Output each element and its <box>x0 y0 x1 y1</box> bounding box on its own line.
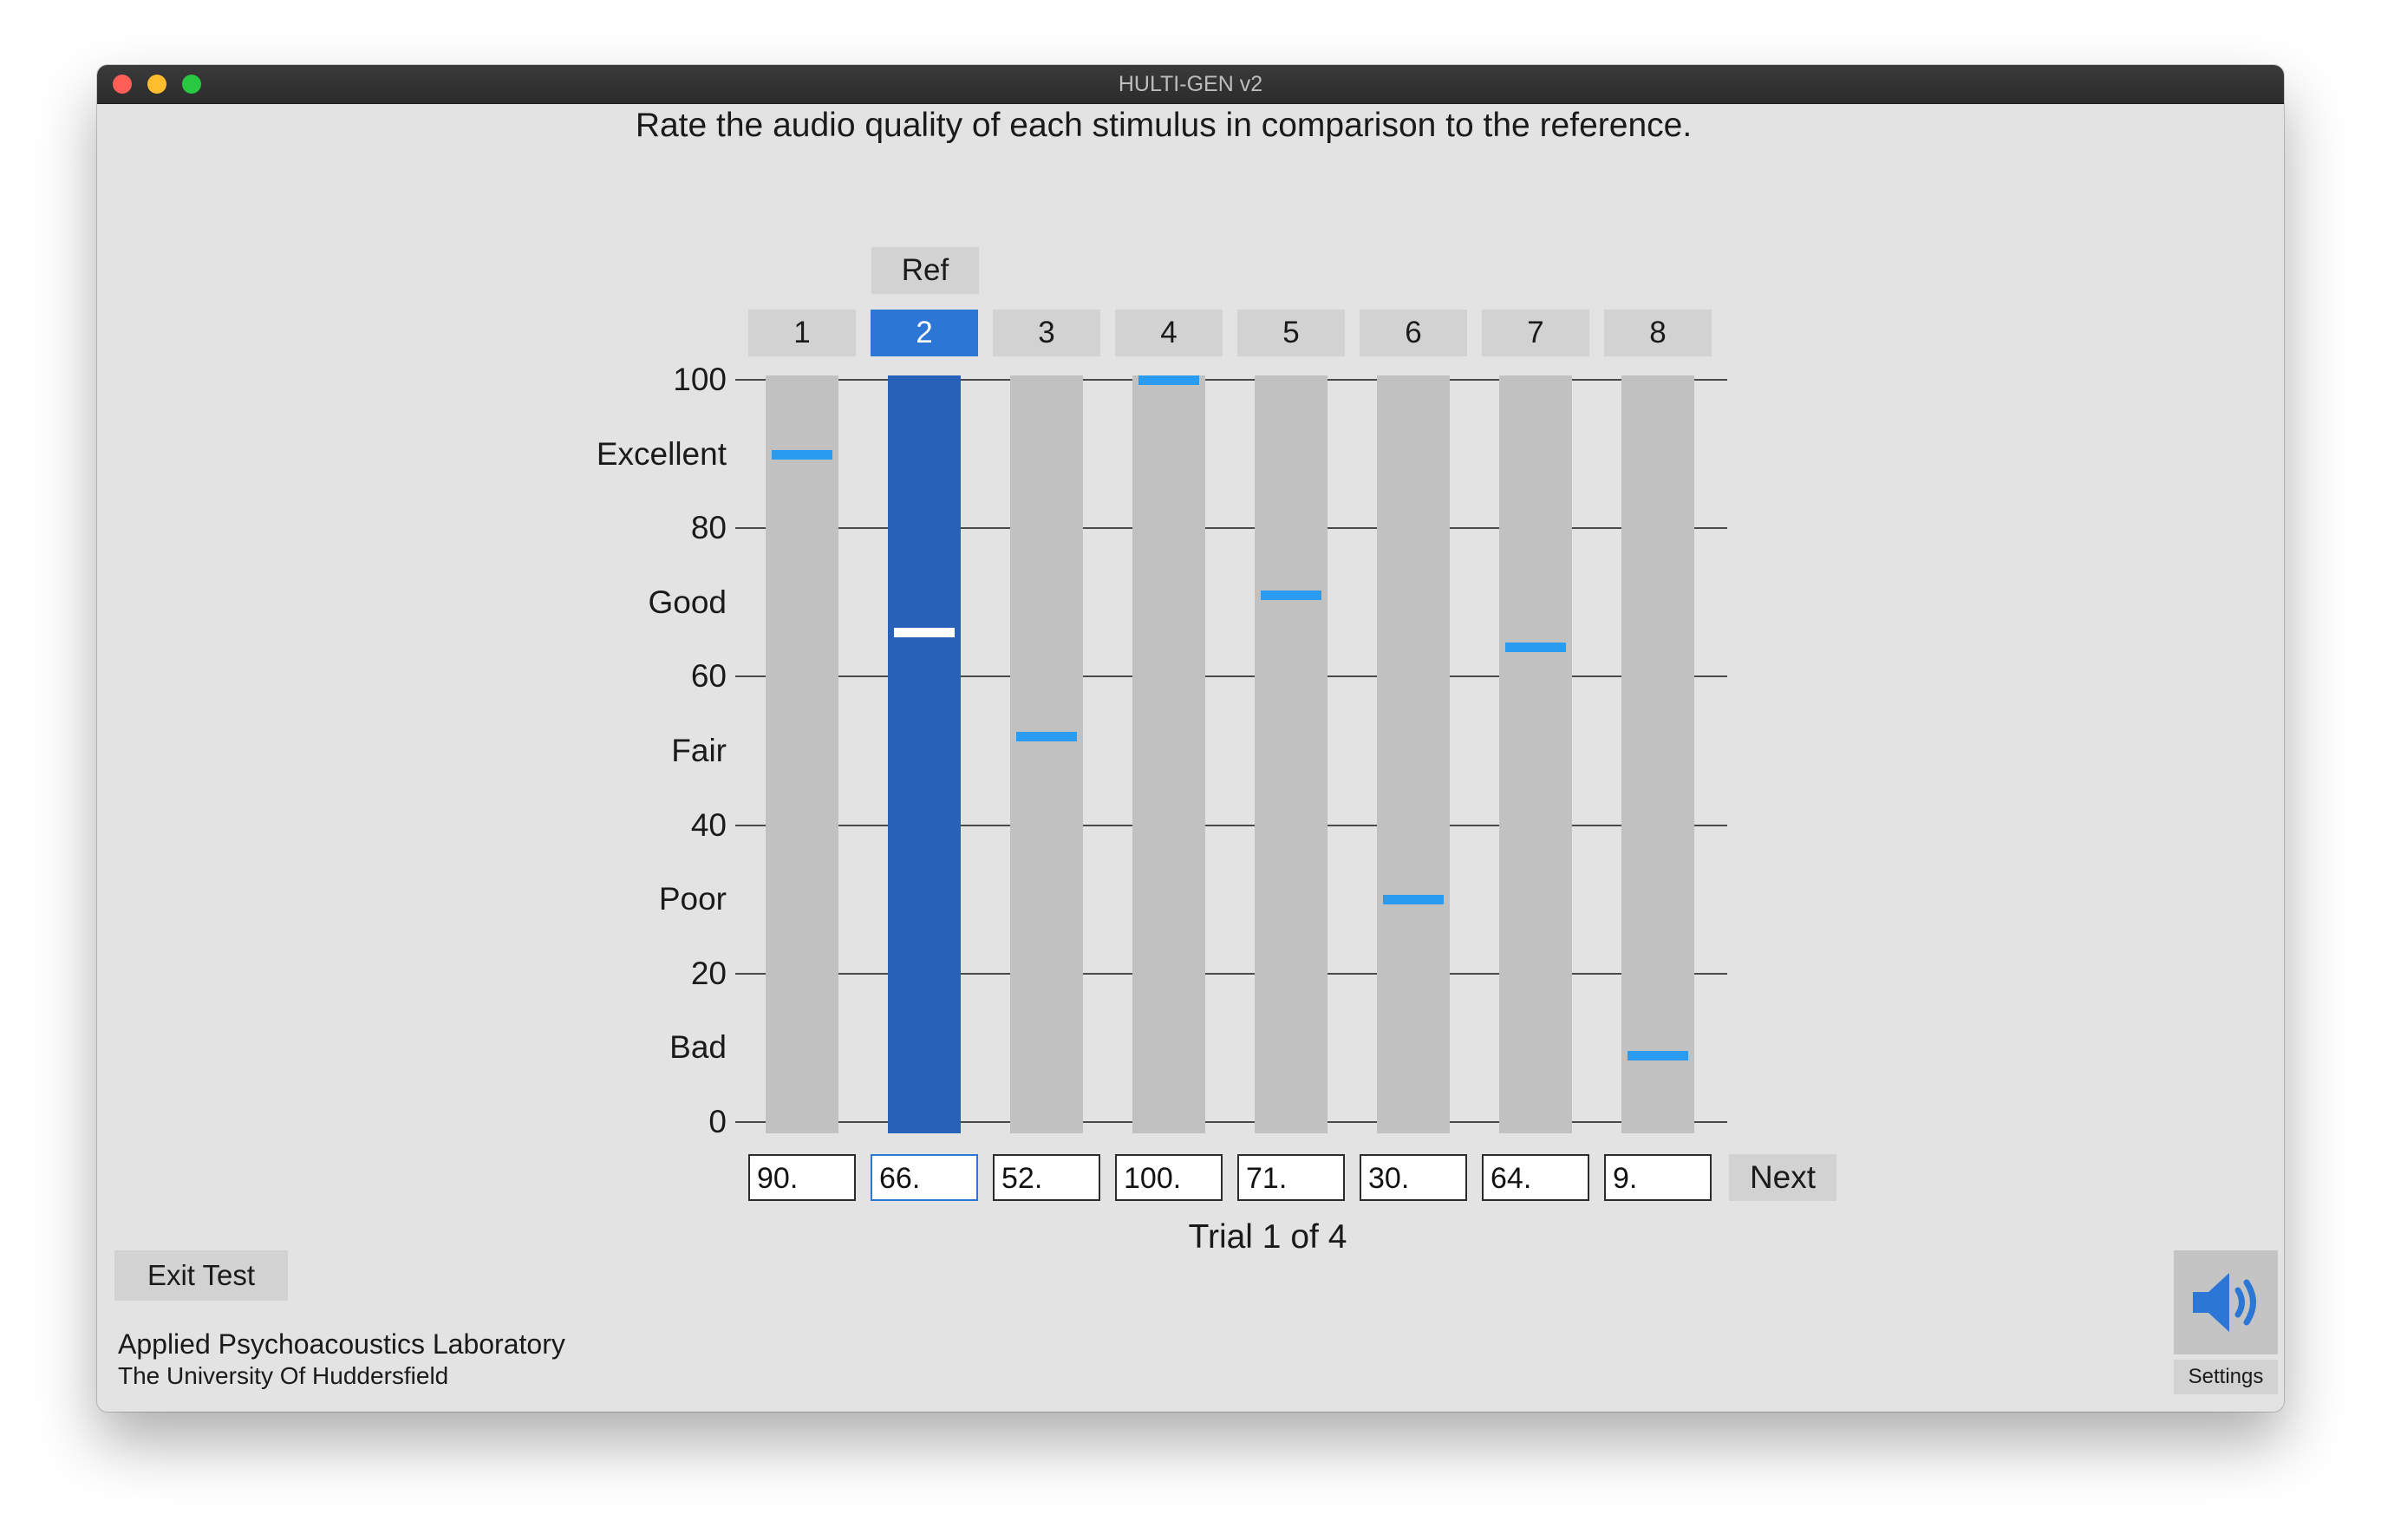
rating-slider-handle-8[interactable] <box>1628 1050 1688 1060</box>
rating-slider-handle-7[interactable] <box>1505 643 1566 653</box>
next-button[interactable]: Next <box>1729 1154 1836 1201</box>
app-window: HULTI-GEN v2 Rate the audio quality of e… <box>97 65 2284 1412</box>
score-input-6[interactable]: 30. <box>1360 1154 1467 1201</box>
gridline <box>735 675 1727 678</box>
stimulus-play-button-2[interactable]: 2 <box>871 310 978 356</box>
stimulus-play-button-4[interactable]: 4 <box>1115 310 1223 356</box>
window-title: HULTI-GEN v2 <box>1118 72 1263 96</box>
rating-slider-track-2[interactable] <box>888 375 961 1133</box>
score-input-1[interactable]: 90. <box>748 1154 856 1201</box>
rating-slider-track-5[interactable] <box>1255 375 1327 1133</box>
gridline <box>735 527 1727 530</box>
stimulus-play-button-8[interactable]: 8 <box>1604 310 1712 356</box>
quality-category-label: Excellent <box>596 435 727 472</box>
window-close-button[interactable] <box>113 75 132 94</box>
score-input-4[interactable]: 100. <box>1115 1154 1223 1201</box>
rating-slider-handle-5[interactable] <box>1261 591 1321 601</box>
stimulus-play-button-5[interactable]: 5 <box>1237 310 1345 356</box>
score-input-2[interactable]: 66. <box>871 1154 978 1201</box>
score-input-3[interactable]: 52. <box>993 1154 1100 1201</box>
window-maximize-button[interactable] <box>182 75 201 94</box>
rating-slider-track-8[interactable] <box>1621 375 1694 1133</box>
rating-slider-track-1[interactable] <box>766 375 838 1133</box>
stimulus-play-button-3[interactable]: 3 <box>993 310 1100 356</box>
reference-play-button[interactable]: Ref <box>871 247 979 294</box>
rating-slider-track-3[interactable] <box>1010 375 1083 1133</box>
gridline <box>735 1121 1727 1123</box>
speaker-volume-icon <box>2193 1273 2256 1332</box>
rating-slider-track-7[interactable] <box>1499 375 1572 1133</box>
title-bar: HULTI-GEN v2 <box>97 65 2284 104</box>
rating-slider-handle-6[interactable] <box>1383 895 1444 905</box>
university-name: The University Of Huddersfield <box>118 1362 449 1389</box>
y-tick-label: 100 <box>673 362 727 397</box>
rating-slider-track-6[interactable] <box>1377 375 1450 1133</box>
settings-button[interactable]: Settings <box>2174 1360 2278 1394</box>
score-input-5[interactable]: 71. <box>1237 1154 1345 1201</box>
score-input-7[interactable]: 64. <box>1482 1154 1589 1201</box>
rating-slider-track-4[interactable] <box>1132 375 1205 1133</box>
trial-status: Trial 1 of 4 <box>1188 1218 1347 1256</box>
stimulus-play-button-1[interactable]: 1 <box>748 310 856 356</box>
y-tick-label: 80 <box>690 510 727 546</box>
rating-slider-handle-1[interactable] <box>772 449 832 460</box>
y-tick-label: 60 <box>690 658 727 695</box>
settings-speaker-button[interactable] <box>2174 1250 2278 1354</box>
quality-category-label: Bad <box>669 1029 727 1066</box>
stimulus-play-button-6[interactable]: 6 <box>1360 310 1467 356</box>
rating-slider-handle-3[interactable] <box>1016 731 1077 741</box>
rating-slider-handle-2[interactable] <box>894 628 955 638</box>
lab-name: Applied Psychoacoustics Laboratory <box>118 1328 565 1360</box>
gridline <box>735 972 1727 975</box>
stimulus-play-button-7[interactable]: 7 <box>1482 310 1589 356</box>
instruction-text: Rate the audio quality of each stimulus … <box>635 107 1693 144</box>
y-tick-label: 40 <box>690 806 727 843</box>
quality-category-label: Poor <box>658 881 727 917</box>
y-tick-label: 0 <box>708 1104 727 1139</box>
score-input-8[interactable]: 9. <box>1604 1154 1712 1201</box>
gridline <box>735 379 1727 381</box>
y-tick-label: 20 <box>690 955 727 991</box>
exit-test-button[interactable]: Exit Test <box>114 1250 288 1301</box>
gridline <box>735 824 1727 826</box>
window-minimize-button[interactable] <box>147 75 166 94</box>
rating-slider-handle-4[interactable] <box>1138 375 1199 385</box>
quality-category-label: Good <box>648 584 727 620</box>
quality-category-label: Fair <box>671 733 727 768</box>
